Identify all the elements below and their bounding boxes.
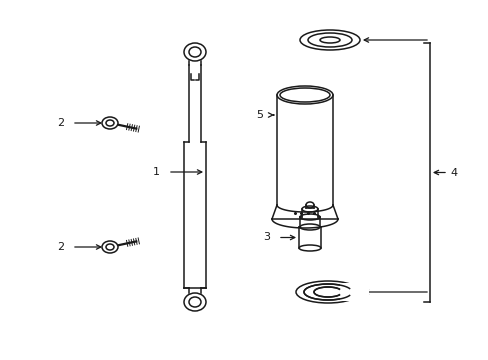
Text: 2: 2 [57, 242, 64, 252]
Text: 1: 1 [153, 167, 160, 177]
Text: 4: 4 [449, 167, 456, 177]
Text: 3: 3 [263, 233, 269, 243]
Bar [339, 283, 368, 301]
Text: 2: 2 [57, 118, 64, 128]
Text: 5: 5 [256, 110, 263, 120]
